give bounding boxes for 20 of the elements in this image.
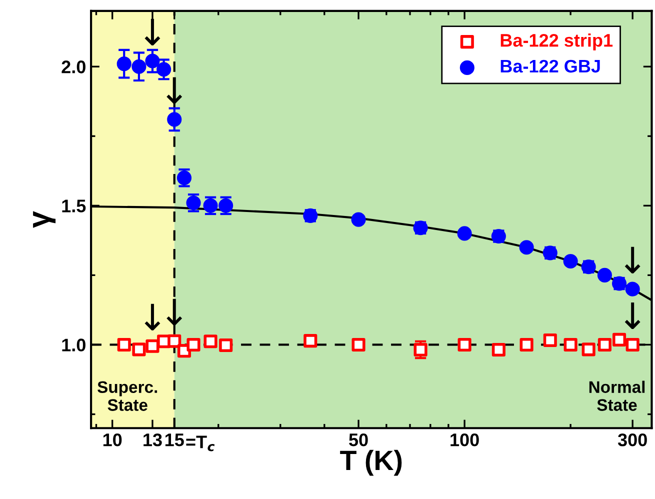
annotation: ↓ bbox=[144, 304, 160, 330]
annotation: ↓ bbox=[144, 18, 160, 46]
x-tick-label: 10 bbox=[103, 433, 122, 446]
x-tick-label: 300 bbox=[618, 433, 647, 446]
x-tick-label: 100 bbox=[450, 433, 479, 446]
x-axis-title: T (K) bbox=[340, 450, 402, 476]
y-tick-label: 1.0 bbox=[62, 338, 86, 352]
legend-label: Ba-122 strip1 bbox=[500, 33, 613, 50]
y-tick-label: 1.5 bbox=[62, 200, 86, 212]
annotation: ↓ bbox=[624, 246, 640, 274]
y-axis-title: γ bbox=[33, 211, 56, 228]
band-label: Normal State bbox=[589, 380, 645, 411]
y-tick-label: 2.0 bbox=[62, 60, 86, 74]
x-tick-label: 15 bbox=[165, 434, 184, 446]
x-tick-label: 13 bbox=[144, 433, 162, 446]
x-tick-label: 50 bbox=[349, 433, 368, 446]
annotation: ↓ bbox=[624, 302, 640, 329]
annotation: =T$_{c}$ bbox=[186, 436, 215, 452]
legend-label: Ba-122 GBJ bbox=[500, 60, 600, 73]
band-label: Superc. State bbox=[98, 381, 158, 411]
